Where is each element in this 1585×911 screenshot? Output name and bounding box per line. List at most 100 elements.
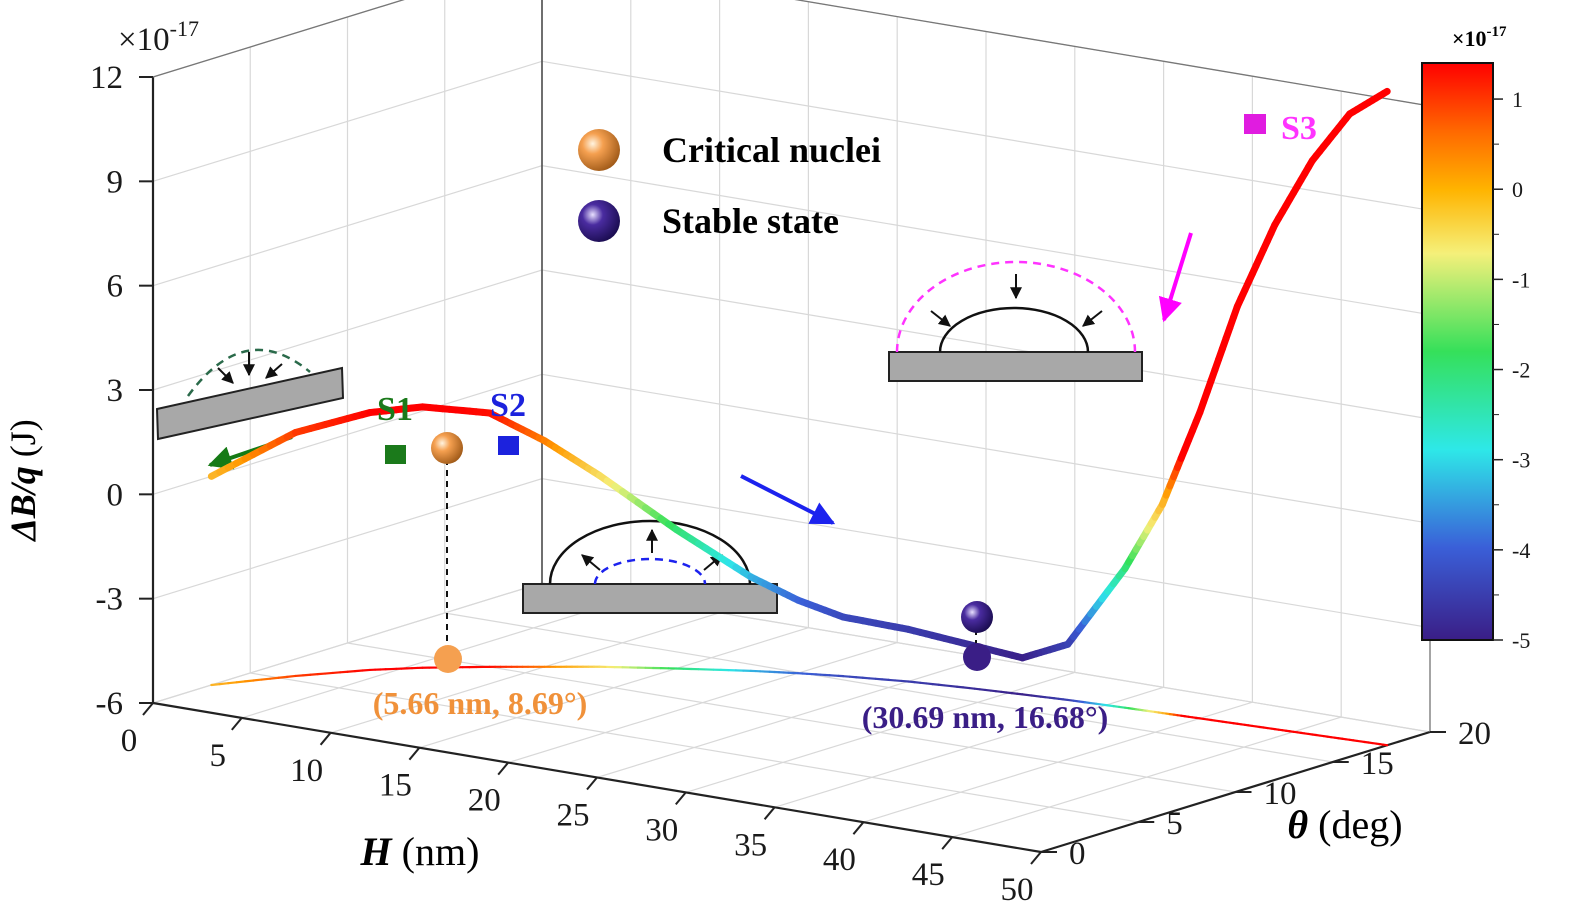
x-tick-mark <box>586 776 598 791</box>
colorbar-tick-label: -2 <box>1512 358 1530 383</box>
curve-projection-segment <box>301 673 312 677</box>
colorbar-exponent: ×10-17 <box>1452 24 1507 51</box>
colorbar-tick-label: -1 <box>1512 267 1530 292</box>
grid-line <box>596 656 987 779</box>
curve-projection-segment <box>210 682 221 687</box>
x-tick-label: 25 <box>557 798 590 834</box>
curve-segment <box>1379 87 1391 98</box>
curve-projection-segment <box>285 674 297 678</box>
colorbar-tick-label: -4 <box>1512 538 1530 563</box>
curve-projection-segment <box>324 671 334 675</box>
x-tick-mark <box>1030 851 1042 865</box>
x-tick-mark <box>763 806 776 820</box>
curve-projection-segment <box>227 681 238 685</box>
stable-point-label: (30.69 nm, 16.68°) <box>862 699 1109 735</box>
z-tick-label: 3 <box>107 373 124 409</box>
curve-projection-segment <box>235 680 247 684</box>
x-tick-label: 15 <box>379 768 412 804</box>
y-tick-label: 0 <box>1069 836 1086 872</box>
stable-point-projection <box>963 643 991 671</box>
legend-stable-label: Stable state <box>662 201 839 241</box>
critical-point-sphere <box>431 432 463 464</box>
s1-label: S1 <box>377 391 413 428</box>
x-tick-label: 50 <box>1001 872 1034 908</box>
legend-stable-marker <box>578 200 620 242</box>
x-tick-label: 20 <box>468 783 501 819</box>
x-tick-mark <box>852 821 865 835</box>
inset-s2-substrate <box>522 583 778 614</box>
grid-line <box>952 716 1342 838</box>
grid-line <box>152 0 1431 107</box>
x-tick-mark <box>408 747 421 761</box>
legend: Critical nuclei Stable state <box>578 129 881 242</box>
inset-s2-solid-cap <box>548 519 752 585</box>
curve-projection-segment <box>269 676 280 680</box>
curve-projection-segment <box>243 679 255 683</box>
z-tick-label: 12 <box>90 60 123 96</box>
inset-s2-schematic <box>522 519 778 614</box>
curve-projection-segment <box>353 669 364 673</box>
s3-marker <box>1244 114 1266 134</box>
grid-line <box>508 642 898 764</box>
colorbar-ticks: 1 0 -1 -2 -3 -4 -5 <box>1493 87 1530 653</box>
curve-projection-segment <box>1382 743 1389 747</box>
critical-point-label: (5.66 nm, 8.69°) <box>373 685 588 721</box>
grid-line <box>152 269 1431 420</box>
x-axis-label: H (nm) <box>360 829 480 874</box>
curve-projection-segment <box>361 668 372 672</box>
x-tick-label: 35 <box>734 827 767 863</box>
s1-marker <box>385 445 406 464</box>
colorbar: ×10-17 1 0 -1 -2 -3 -4 -5 <box>1421 24 1530 653</box>
y-tick-label: 5 <box>1166 806 1183 842</box>
colorbar-tick-label: 1 <box>1512 87 1523 112</box>
inset-s1-dashed-cap <box>186 348 311 397</box>
curve-projection-segment <box>331 671 342 675</box>
back-edge <box>152 0 1431 732</box>
critical-point-projection <box>434 645 462 673</box>
x-tick-label: 40 <box>823 842 856 878</box>
z-tick-label: 0 <box>107 477 124 513</box>
colorbar-rect <box>1421 62 1494 641</box>
x-tick-label: 5 <box>210 738 227 774</box>
s2-label: S2 <box>490 387 526 424</box>
legend-critical-label: Critical nuclei <box>662 130 881 170</box>
grid-line <box>419 627 809 749</box>
inset-s3-solid-cap <box>938 306 1090 353</box>
s2-marker <box>498 436 519 455</box>
x-tick-label: 0 <box>121 723 138 759</box>
inset-s1-arrow <box>217 367 234 384</box>
grid-line <box>330 612 720 734</box>
inset-s3-schematic <box>888 260 1143 382</box>
inset-s3-arrow <box>930 310 951 327</box>
s3-label: S3 <box>1281 110 1317 147</box>
colorbar-tick-label: 0 <box>1512 177 1523 202</box>
grid-line <box>152 582 1431 733</box>
z-tick-label: -3 <box>96 582 124 618</box>
grid-line <box>774 686 1164 808</box>
curve-projection-segment <box>316 672 327 676</box>
legend-critical-marker <box>578 129 620 171</box>
curve-projection-segment <box>260 677 272 681</box>
direction-arrow-blue <box>740 474 836 525</box>
curve-projection-segment <box>218 682 230 686</box>
z-tick-label: 6 <box>107 269 124 305</box>
inset-s2-dashed-cap <box>593 557 707 585</box>
curve-projection-segment <box>339 670 349 674</box>
curve-projection-segment <box>309 673 319 676</box>
inset-s1-arrow <box>265 363 283 379</box>
colorbar-tick-label: -3 <box>1512 448 1530 473</box>
z-axis-label: ΔB/q (J) <box>3 419 43 543</box>
axes-group: ×10-17 ΔB/q (J) H (nm) θ (deg) -6 -3 0 3 6 9 1… <box>3 16 1491 908</box>
inset-s1-substrate <box>155 366 345 441</box>
x-tick-label: 30 <box>645 812 678 848</box>
grid-line <box>863 701 1253 823</box>
x-tick-label: 45 <box>912 857 945 893</box>
inset-s3-substrate <box>888 351 1143 382</box>
z-tick-label: -6 <box>96 686 124 722</box>
y-axis-label: θ (deg) <box>1287 802 1402 847</box>
curve-projection-segment <box>294 674 305 678</box>
x-tick-mark <box>675 791 687 806</box>
x-tick-mark <box>497 761 509 776</box>
